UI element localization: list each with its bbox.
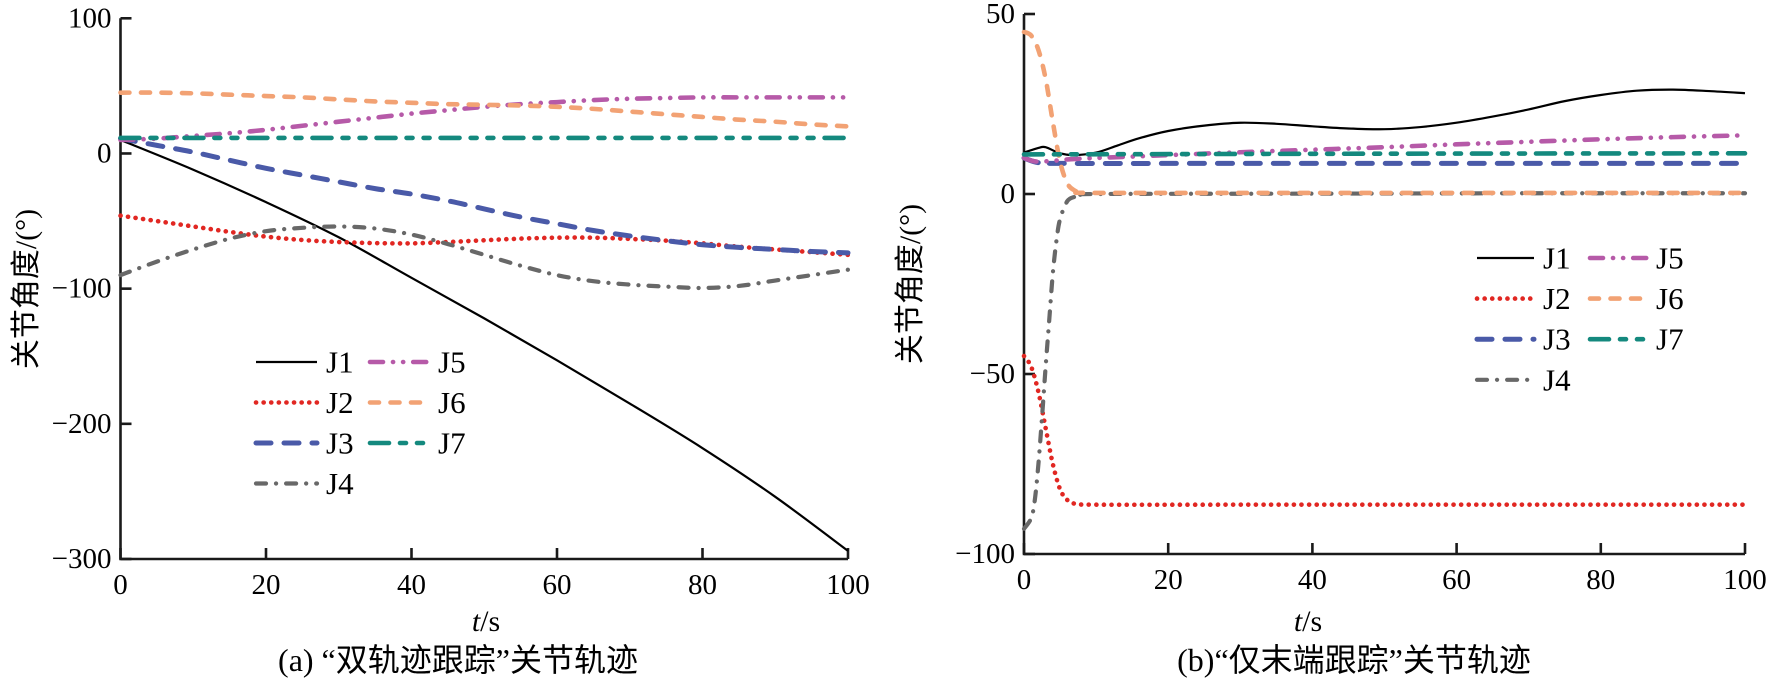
legend-item-J6: J6 [367, 385, 466, 420]
y-tick-label: −50 [970, 358, 1015, 390]
legend: J1 J2 J3 J4 J5 J6 J7 [1474, 241, 1684, 397]
legend-item-J7: J7 [1587, 322, 1684, 357]
chart-a-plot-layer: 0 20 40 60 80 100 100 0 −100 −200 −300 J1 J2 J3 J4 J5 J6… [52, 2, 870, 601]
x-tick-label: 80 [1586, 564, 1615, 596]
chart-b-caption: (b)“仅末端跟踪”关节轨迹 [1177, 642, 1531, 678]
x-tick-label: 100 [826, 569, 870, 601]
legend-label-J4: J4 [1543, 362, 1571, 397]
legend-item-J4: J4 [1474, 362, 1571, 397]
y-tick-label: 50 [986, 0, 1015, 30]
legend-item-J5: J5 [367, 345, 466, 380]
legend: J1 J2 J3 J4 J5 J6 J7 [253, 345, 466, 501]
axes [1022, 14, 1745, 556]
chart-a-x-axis-label: t/s [472, 605, 500, 638]
legend-item-J3: J3 [253, 426, 354, 461]
legend-item-J7: J7 [367, 426, 466, 461]
y-tick-label: −100 [955, 538, 1015, 570]
series-line-J5 [1021, 133, 1748, 164]
legend-item-J5: J5 [1587, 241, 1684, 276]
chart-b-y-axis-label: 关节角度/(°) [894, 204, 927, 364]
series-line-J5 [118, 95, 851, 143]
chart-a-svg: 0 20 40 60 80 100 100 0 −100 −200 −300 J1 J2 J3 J4 J5 J6… [10, 2, 870, 678]
series-line-J6 [118, 90, 851, 129]
x-tick-label: 20 [252, 569, 281, 601]
legend-label-J6: J6 [1656, 281, 1684, 316]
series-line-J4 [1021, 191, 1748, 531]
y-tick-label: −100 [52, 273, 112, 305]
x-tick-label: 60 [543, 569, 572, 601]
series-line-J7 [1021, 151, 1748, 157]
legend-item-J4: J4 [253, 466, 354, 501]
legend-label-J3: J3 [326, 426, 354, 461]
legend-item-J1: J1 [256, 345, 354, 380]
x-tick-label: 0 [1017, 564, 1032, 596]
x-tick-label: 40 [1298, 564, 1327, 596]
chart-b: 0 20 40 60 80 100 50 0 −50 −100 J1 J2 J3 J4 J5 J6 J7 关节角… [884, 0, 1769, 686]
legend-label-J7: J7 [1656, 322, 1684, 357]
y-tick-label: 0 [97, 137, 112, 169]
series-line-J2 [1021, 353, 1748, 508]
legend-label-J7: J7 [438, 426, 466, 461]
x-tick-label: 60 [1442, 564, 1471, 596]
series-line-J4 [118, 224, 851, 291]
series-line-J1 [120, 138, 849, 552]
y-tick-label: 100 [68, 2, 112, 34]
x-tick-label: 20 [1154, 564, 1183, 596]
legend-label-J1: J1 [1543, 241, 1571, 276]
legend-label-J6: J6 [438, 385, 466, 420]
x-tick-label: 100 [1723, 564, 1767, 596]
legend-label-J2: J2 [1543, 281, 1571, 316]
chart-a-y-axis-label: 关节角度/(°) [10, 209, 43, 369]
legend-label-J2: J2 [326, 385, 354, 420]
axes [119, 18, 848, 561]
chart-b-plot-layer: 0 20 40 60 80 100 50 0 −50 −100 J1 J2 J3 J4 J5 J6 J7 [955, 0, 1767, 596]
x-tick-label: 0 [113, 569, 128, 601]
x-tick-label: 40 [397, 569, 426, 601]
legend-label-J3: J3 [1543, 322, 1571, 357]
legend-item-J2: J2 [253, 385, 354, 420]
legend-item-J2: J2 [1474, 281, 1571, 316]
legend-label-J5: J5 [438, 345, 466, 380]
y-tick-label: −200 [52, 408, 112, 440]
legend-item-J1: J1 [1477, 241, 1571, 276]
legend-label-J1: J1 [326, 345, 354, 380]
series-line-J3 [1021, 155, 1748, 166]
chart-a-caption: (a) “双轨迹跟踪”关节轨迹 [278, 642, 638, 678]
chart-b-x-axis-label: t/s [1294, 605, 1322, 638]
chart-b-svg: 0 20 40 60 80 100 50 0 −50 −100 J1 J2 J3 J4 J5 J6 J7 关节角… [894, 0, 1767, 678]
y-tick-label: 0 [1001, 178, 1016, 210]
chart-a: 0 20 40 60 80 100 100 0 −100 −200 −300 J1 J2 J3 J4 J5 J6… [0, 0, 884, 686]
y-tick-label: −300 [52, 543, 112, 575]
legend-item-J6: J6 [1587, 281, 1684, 316]
series-line-J1 [1023, 88, 1746, 157]
x-tick-label: 80 [688, 569, 717, 601]
series-line-J3 [118, 136, 851, 256]
legend-item-J3: J3 [1474, 322, 1571, 357]
series-line-J6 [1021, 29, 1748, 196]
legend-label-J4: J4 [326, 466, 354, 501]
legend-label-J5: J5 [1656, 241, 1684, 276]
